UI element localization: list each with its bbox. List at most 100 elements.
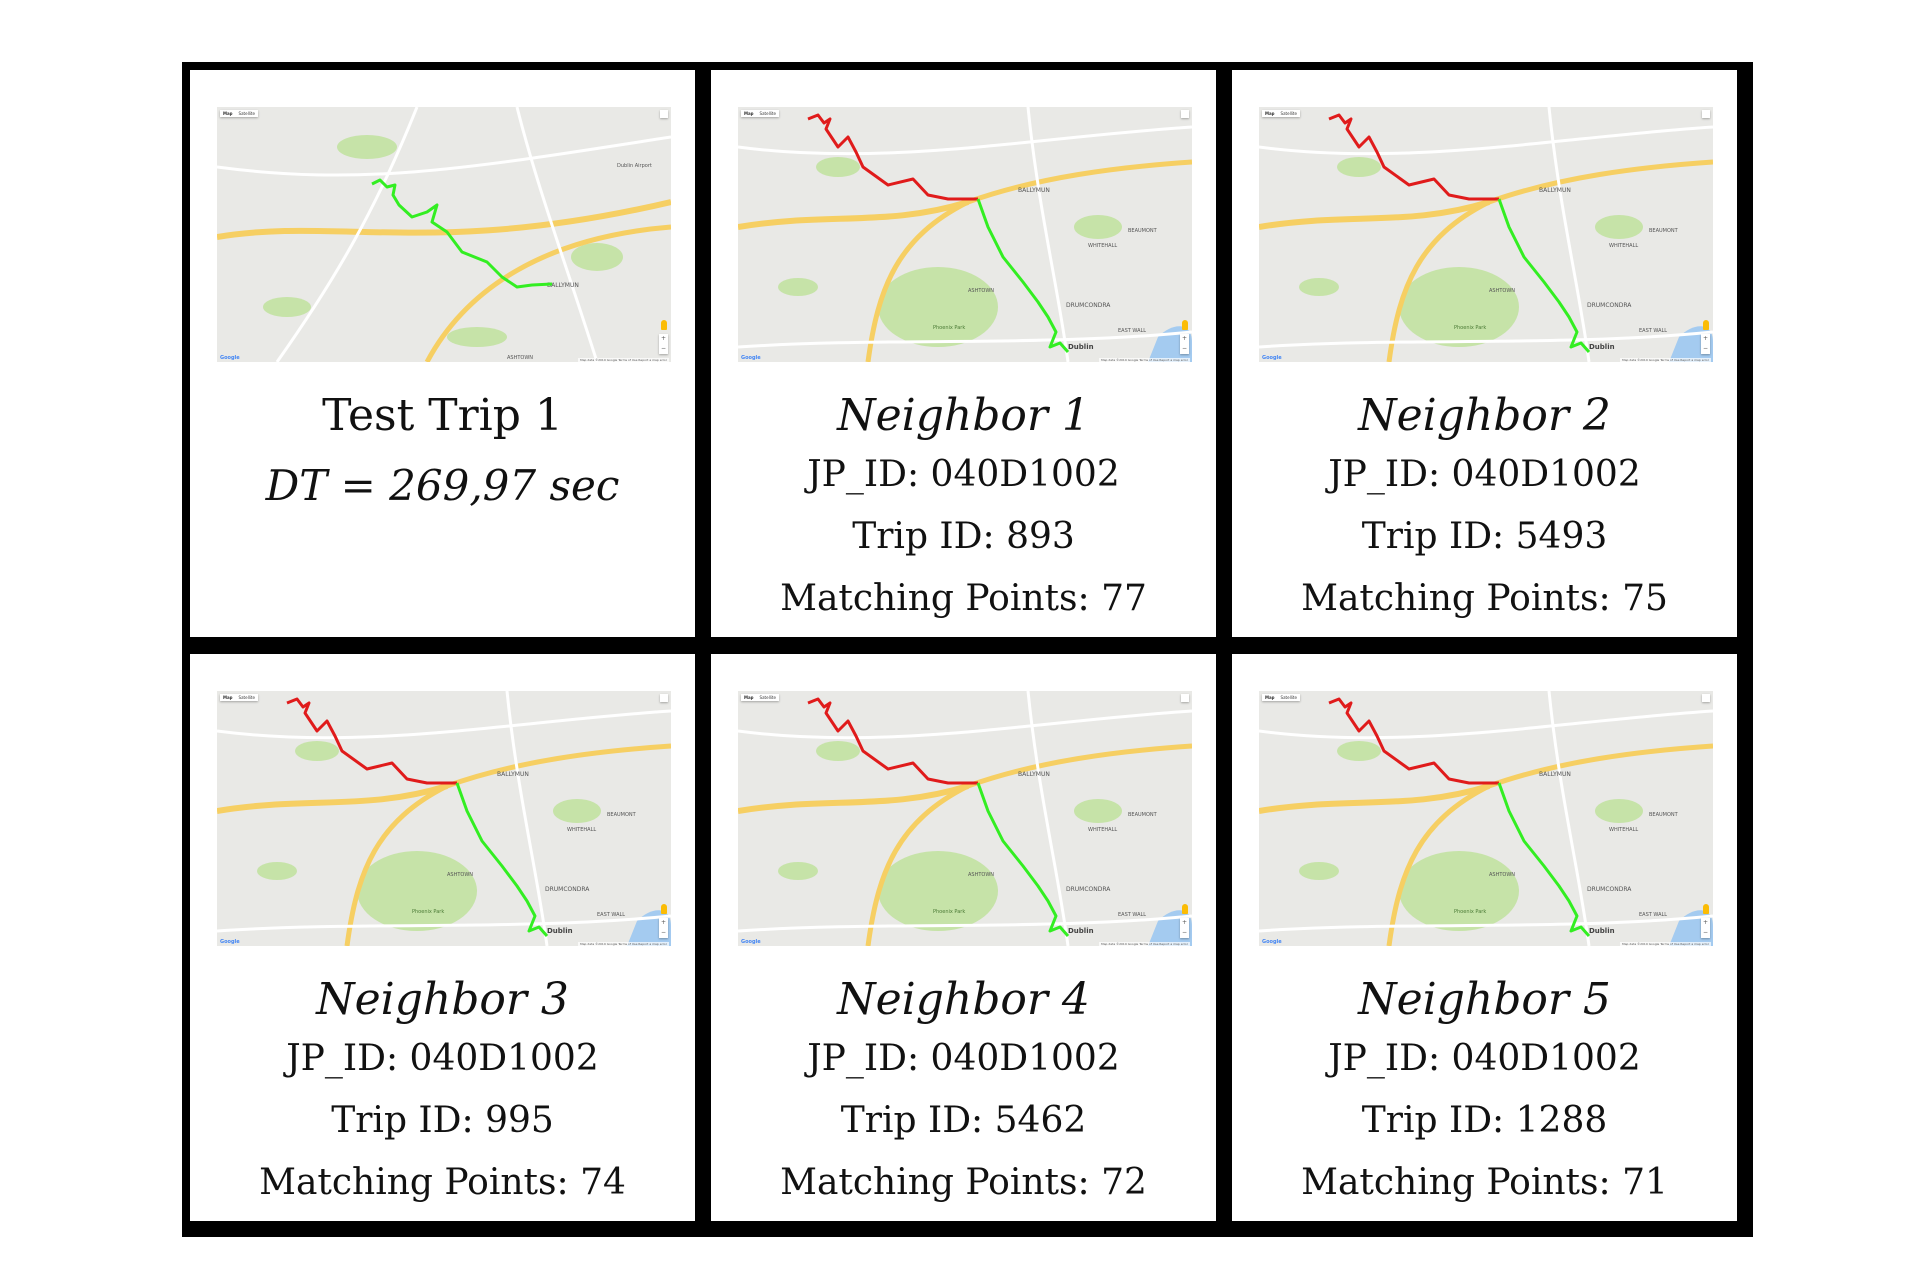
neighbor-route-matched <box>1328 113 1499 201</box>
zoom-out-button[interactable]: − <box>1702 345 1709 352</box>
neighbor-caption: Neighbor 3 JP_ID: 040D1002 Trip ID: 995 … <box>190 972 695 1214</box>
zoom-in-button[interactable]: + <box>660 335 667 342</box>
fullscreen-icon[interactable] <box>1702 110 1710 118</box>
zoom-control[interactable]: + − <box>1701 334 1710 354</box>
map-button[interactable]: Map <box>744 695 754 700</box>
map-button[interactable]: Map <box>223 111 233 116</box>
neighbor-jp-id: JP_ID: 040D1002 <box>807 1038 1120 1079</box>
map-type-control[interactable]: Map Satellite <box>741 694 779 701</box>
neighbor-matching-points: Matching Points: 72 <box>780 1162 1147 1203</box>
neighbor-route-remaining <box>976 198 1070 353</box>
zoom-in-button[interactable]: + <box>1702 919 1709 926</box>
map-label-beaumont: BEAUMONT <box>1649 228 1679 234</box>
test-trip-panel: BALLYMUN ASHTOWN Dublin Airport Map Sate… <box>190 70 695 637</box>
map-label-whitehall: WHITEHALL <box>1088 827 1117 833</box>
neighbor-map[interactable]: BALLYMUN WHITEHALL BEAUMONT ASHTOWN DRUM… <box>1259 107 1713 362</box>
map-button[interactable]: Map <box>1265 111 1275 116</box>
map-type-control[interactable]: Map Satellite <box>1262 694 1300 701</box>
map-attribution[interactable]: Map data ©2019 Google Terms of Use Repor… <box>1099 358 1190 362</box>
map-label-ballymun: BALLYMUN <box>1539 187 1571 194</box>
neighbor-trip-id: Trip ID: 893 <box>852 516 1075 557</box>
map-label-ashtown: ASHTOWN <box>447 872 473 878</box>
map-label-dublin: Dublin <box>1068 927 1094 935</box>
pegman-icon[interactable] <box>661 320 667 330</box>
neighbor-map[interactable]: BALLYMUN WHITEHALL BEAUMONT ASHTOWN DRUM… <box>217 691 671 946</box>
map-button[interactable]: Map <box>1265 695 1275 700</box>
pegman-icon[interactable] <box>661 904 667 914</box>
map-label-east-wall: EAST WALL <box>1118 328 1146 334</box>
map-button[interactable]: Map <box>223 695 233 700</box>
neighbor-route-matched <box>1328 697 1499 785</box>
zoom-control[interactable]: + − <box>1180 334 1189 354</box>
fullscreen-icon[interactable] <box>1702 694 1710 702</box>
zoom-control[interactable]: + − <box>659 334 668 354</box>
map-label-dublin: Dublin <box>1589 343 1615 351</box>
map-type-control[interactable]: Map Satellite <box>220 694 258 701</box>
map-canvas: BALLYMUN WHITEHALL BEAUMONT ASHTOWN DRUM… <box>217 691 671 946</box>
neighbor-title: Neighbor 2 <box>1358 390 1611 441</box>
zoom-out-button[interactable]: − <box>1181 345 1188 352</box>
zoom-out-button[interactable]: − <box>1702 929 1709 936</box>
satellite-button[interactable]: Satellite <box>1280 695 1297 700</box>
map-attribution[interactable]: Map data ©2019 Google Terms of Use Repor… <box>1620 942 1711 946</box>
google-logo: Google <box>220 355 240 361</box>
satellite-button[interactable]: Satellite <box>238 695 255 700</box>
zoom-out-button[interactable]: − <box>1181 929 1188 936</box>
fullscreen-icon[interactable] <box>660 694 668 702</box>
zoom-control[interactable]: + − <box>659 918 668 938</box>
neighbor-caption: Neighbor 1 JP_ID: 040D1002 Trip ID: 893 … <box>711 388 1216 630</box>
map-label-east-wall: EAST WALL <box>1118 912 1146 918</box>
pegman-icon[interactable] <box>1182 320 1188 330</box>
neighbor-map[interactable]: BALLYMUN WHITEHALL BEAUMONT ASHTOWN DRUM… <box>738 107 1192 362</box>
fullscreen-icon[interactable] <box>1181 110 1189 118</box>
map-label-dublin: Dublin <box>1068 343 1094 351</box>
map-attribution[interactable]: Map data ©2019 Google Terms of Use Repor… <box>1620 358 1711 362</box>
pegman-icon[interactable] <box>1703 904 1709 914</box>
map-label-phoenix-park: Phoenix Park <box>1454 325 1486 331</box>
neighbor-panel: BALLYMUN WHITEHALL BEAUMONT ASHTOWN DRUM… <box>711 654 1216 1221</box>
neighbor-matching-points: Matching Points: 71 <box>1301 1162 1668 1203</box>
fullscreen-icon[interactable] <box>1181 694 1189 702</box>
neighbor-caption: Neighbor 5 JP_ID: 040D1002 Trip ID: 1288… <box>1232 972 1737 1214</box>
map-type-control[interactable]: Map Satellite <box>220 110 258 117</box>
satellite-button[interactable]: Satellite <box>759 111 776 116</box>
map-label-ashtown: ASHTOWN <box>1489 872 1515 878</box>
zoom-out-button[interactable]: − <box>660 929 667 936</box>
map-canvas: BALLYMUN WHITEHALL BEAUMONT ASHTOWN DRUM… <box>1259 691 1713 946</box>
map-button[interactable]: Map <box>744 111 754 116</box>
neighbor-map[interactable]: BALLYMUN WHITEHALL BEAUMONT ASHTOWN DRUM… <box>1259 691 1713 946</box>
zoom-control[interactable]: + − <box>1180 918 1189 938</box>
neighbor-panel: BALLYMUN WHITEHALL BEAUMONT ASHTOWN DRUM… <box>1232 70 1737 637</box>
zoom-in-button[interactable]: + <box>1702 335 1709 342</box>
satellite-button[interactable]: Satellite <box>1280 111 1297 116</box>
pegman-icon[interactable] <box>1182 904 1188 914</box>
map-label-whitehall: WHITEHALL <box>1609 827 1638 833</box>
neighbor-panel: BALLYMUN WHITEHALL BEAUMONT ASHTOWN DRUM… <box>190 654 695 1221</box>
fullscreen-icon[interactable] <box>660 110 668 118</box>
map-attribution[interactable]: Map data ©2019 Google Terms of Use Repor… <box>1099 942 1190 946</box>
neighbor-route-matched <box>286 697 457 785</box>
test-trip-title: Test Trip 1 <box>322 390 563 441</box>
neighbor-map[interactable]: BALLYMUN WHITEHALL BEAUMONT ASHTOWN DRUM… <box>738 691 1192 946</box>
map-type-control[interactable]: Map Satellite <box>1262 110 1300 117</box>
neighbor-jp-id: JP_ID: 040D1002 <box>1328 454 1641 495</box>
zoom-in-button[interactable]: + <box>660 919 667 926</box>
satellite-button[interactable]: Satellite <box>759 695 776 700</box>
map-label-east-wall: EAST WALL <box>1639 328 1667 334</box>
test-trip-map[interactable]: BALLYMUN ASHTOWN Dublin Airport Map Sate… <box>217 107 671 362</box>
map-attribution[interactable]: Map data ©2019 Google Terms of Use Repor… <box>578 358 669 362</box>
map-label-dublin: Dublin <box>547 927 573 935</box>
zoom-in-button[interactable]: + <box>1181 335 1188 342</box>
google-logo: Google <box>741 355 761 361</box>
zoom-control[interactable]: + − <box>1701 918 1710 938</box>
neighbor-panel: BALLYMUN WHITEHALL BEAUMONT ASHTOWN DRUM… <box>711 70 1216 637</box>
map-attribution[interactable]: Map data ©2019 Google Terms of Use Repor… <box>578 942 669 946</box>
zoom-out-button[interactable]: − <box>660 345 667 352</box>
zoom-in-button[interactable]: + <box>1181 919 1188 926</box>
map-label-phoenix-park: Phoenix Park <box>933 909 965 915</box>
map-label-phoenix-park: Phoenix Park <box>412 909 444 915</box>
pegman-icon[interactable] <box>1703 320 1709 330</box>
map-type-control[interactable]: Map Satellite <box>741 110 779 117</box>
google-logo: Google <box>1262 939 1282 945</box>
satellite-button[interactable]: Satellite <box>238 111 255 116</box>
